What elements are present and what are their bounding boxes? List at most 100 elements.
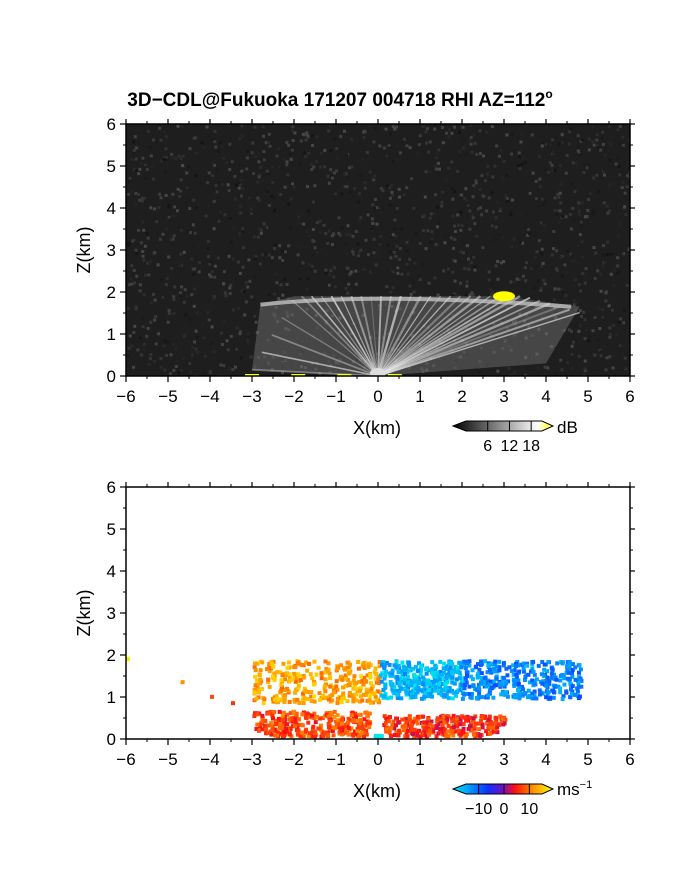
noise-pixel: [250, 295, 254, 299]
velocity-pixel: [538, 692, 543, 697]
noise-pixel: [616, 256, 620, 260]
velocity-pixel: [351, 678, 356, 683]
noise-pixel: [599, 354, 603, 358]
noise-pixel: [627, 247, 630, 251]
noise-pixel: [475, 153, 479, 157]
velocity-pixel: [397, 677, 402, 682]
velocity-pixel: [383, 685, 388, 690]
velocity-pixel: [295, 726, 300, 731]
noise-pixel: [264, 252, 268, 256]
noise-pixel: [596, 338, 600, 342]
noise-pixel: [375, 222, 379, 226]
noise-pixel: [556, 192, 560, 196]
noise-pixel: [326, 241, 330, 245]
noise-pixel: [384, 127, 388, 131]
noise-pixel: [424, 247, 428, 251]
noise-pixel: [544, 143, 548, 147]
noise-pixel: [279, 193, 283, 197]
noise-pixel: [148, 260, 152, 264]
noise-pixel: [314, 321, 318, 325]
velocity-pixel: [428, 722, 433, 727]
velocity-pixel: [472, 687, 477, 692]
velocity-pixel: [252, 690, 257, 695]
velocity-pixel: [474, 664, 479, 669]
velocity-pixel: [364, 690, 369, 695]
noise-pixel: [159, 138, 163, 142]
noise-pixel: [490, 191, 494, 195]
noise-pixel: [557, 195, 561, 199]
noise-pixel: [245, 167, 249, 171]
noise-pixel: [179, 228, 183, 232]
noise-pixel: [400, 272, 404, 276]
noise-pixel: [494, 335, 498, 339]
velocity-pixel: [407, 663, 412, 668]
noise-pixel: [560, 332, 564, 336]
velocity-pixel: [278, 670, 283, 675]
noise-pixel: [576, 134, 580, 138]
velocity-pixel: [446, 689, 451, 694]
velocity-pixel: [443, 733, 448, 738]
velocity-pixel: [308, 672, 313, 677]
noise-pixel: [130, 344, 134, 348]
noise-pixel: [236, 260, 240, 264]
noise-pixel: [228, 292, 232, 296]
noise-pixel: [618, 173, 622, 177]
noise-pixel: [234, 183, 238, 187]
noise-pixel: [164, 135, 168, 139]
beam-ray: [261, 351, 379, 376]
noise-pixel: [226, 348, 230, 352]
velocity-pixel: [450, 719, 455, 724]
velocity-pixel: [302, 686, 307, 691]
noise-pixel: [212, 350, 216, 354]
noise-pixel: [281, 293, 285, 297]
noise-pixel: [387, 332, 391, 336]
velocity-pixel: [361, 722, 366, 727]
noise-pixel: [450, 160, 454, 164]
noise-pixel: [623, 191, 627, 195]
noise-pixel: [395, 244, 399, 248]
noise-pixel: [377, 304, 381, 308]
noise-pixel: [233, 171, 237, 175]
velocity-pixel: [382, 676, 387, 681]
velocity-pixel: [328, 713, 333, 718]
noise-pixel: [581, 255, 585, 259]
noise-pixel: [176, 124, 180, 128]
velocity-pixel: [423, 688, 428, 693]
noise-pixel: [259, 307, 263, 311]
velocity-pixel: [253, 661, 258, 666]
noise-pixel: [394, 352, 398, 356]
velocity-pixel: [520, 684, 525, 689]
noise-pixel: [253, 275, 257, 279]
velocity-pixel: [427, 691, 432, 696]
noise-pixel: [192, 136, 196, 140]
noise-pixel: [525, 261, 529, 265]
noise-pixel: [227, 367, 231, 371]
noise-pixel: [257, 175, 261, 179]
noise-pixel: [475, 302, 479, 306]
velocity-pixel: [443, 728, 448, 733]
velocity-pixel: [266, 679, 271, 684]
noise-pixel: [310, 254, 314, 258]
noise-pixel: [461, 146, 465, 150]
reflectivity-xtick-label: 3: [499, 387, 508, 406]
noise-pixel: [134, 305, 138, 309]
velocity-colorbar-ticks: −10 0 10: [465, 784, 538, 818]
noise-pixel: [623, 356, 627, 360]
velocity-pixel: [448, 665, 453, 670]
noise-pixel: [206, 310, 210, 314]
reflectivity-ylabel: Z(km): [74, 227, 94, 274]
velocity-pixel: [307, 661, 312, 666]
noise-pixel: [391, 286, 395, 290]
velocity-pixel: [476, 682, 481, 687]
noise-pixel: [488, 329, 492, 333]
noise-pixel: [426, 331, 430, 335]
noise-pixel: [611, 290, 615, 294]
noise-pixel: [283, 359, 287, 363]
noise-pixel: [523, 160, 527, 164]
noise-pixel: [205, 173, 209, 177]
velocity-pixel: [346, 725, 351, 730]
noise-pixel: [583, 368, 587, 372]
noise-pixel: [297, 215, 301, 219]
noise-pixel: [149, 301, 153, 305]
noise-pixel: [179, 189, 183, 193]
